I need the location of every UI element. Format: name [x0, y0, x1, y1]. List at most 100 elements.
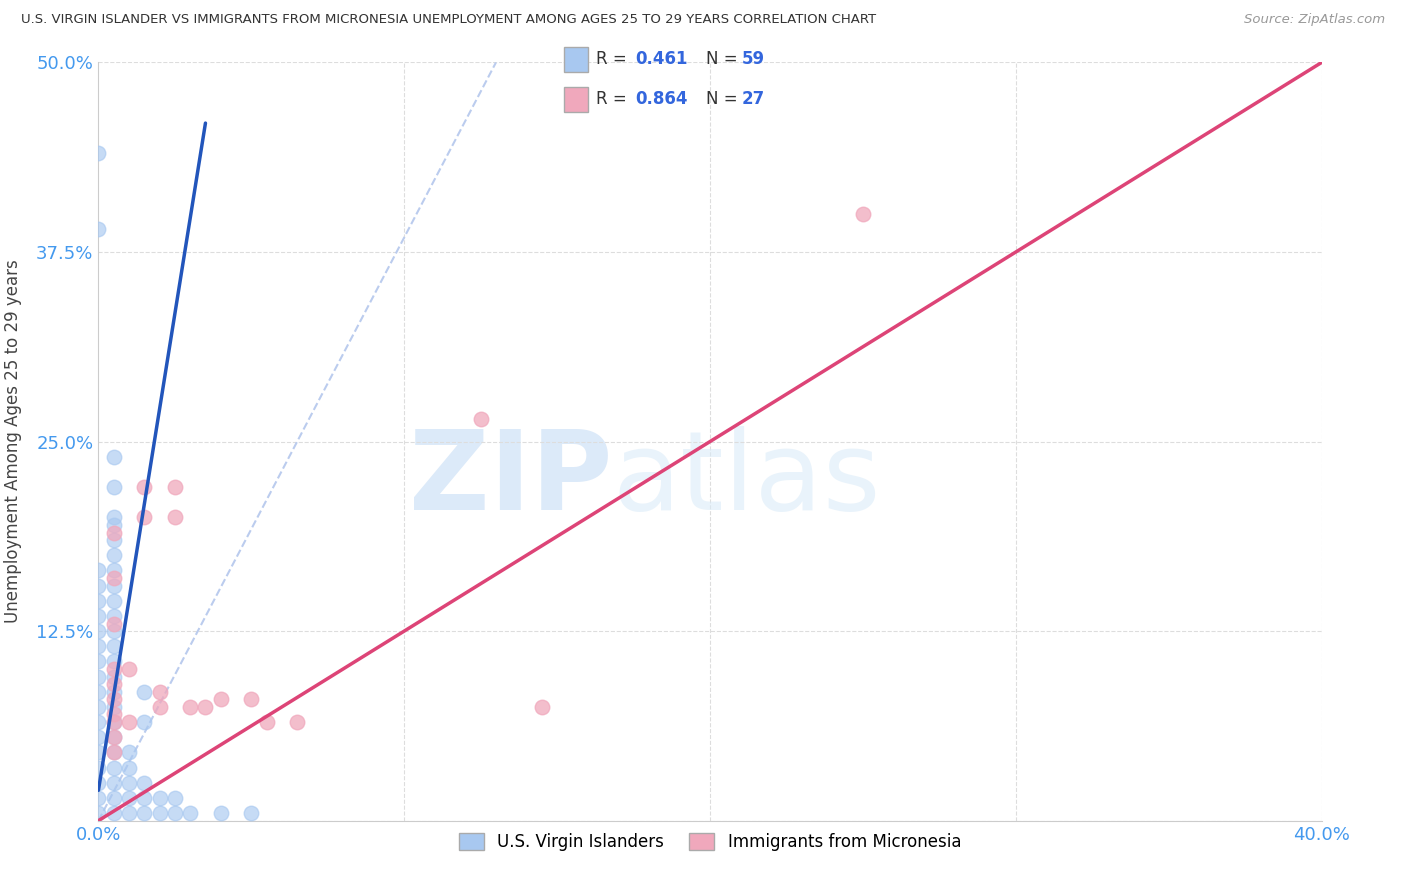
Point [103, 662, 125, 676]
Text: 27: 27 [742, 90, 765, 108]
Point [118, 776, 141, 790]
Point [87, 699, 110, 714]
Point [470, 412, 492, 426]
Point [149, 685, 172, 699]
Point [209, 806, 232, 821]
Point [87, 639, 110, 653]
Point [240, 806, 263, 821]
Point [163, 480, 186, 494]
Point [87, 760, 110, 774]
Point [118, 662, 141, 676]
Point [134, 715, 156, 730]
Point [118, 791, 141, 805]
Point [163, 806, 186, 821]
Point [103, 730, 125, 744]
Text: N =: N = [706, 90, 742, 108]
Point [149, 791, 172, 805]
Point [103, 692, 125, 706]
Point [87, 222, 110, 236]
Point [103, 608, 125, 623]
Text: ZIP: ZIP [409, 426, 612, 533]
Point [118, 760, 141, 774]
Point [149, 699, 172, 714]
Point [87, 624, 110, 639]
Point [103, 510, 125, 524]
Point [103, 525, 125, 540]
Point [87, 608, 110, 623]
Point [103, 624, 125, 639]
Point [87, 715, 110, 730]
Point [118, 746, 141, 760]
Point [103, 480, 125, 494]
Point [87, 776, 110, 790]
Point [103, 594, 125, 608]
Point [134, 480, 156, 494]
Point [87, 579, 110, 593]
Point [240, 692, 263, 706]
Point [134, 806, 156, 821]
Point [149, 806, 172, 821]
Point [103, 639, 125, 653]
Point [163, 791, 186, 805]
Point [103, 616, 125, 631]
Point [103, 677, 125, 691]
Point [103, 564, 125, 578]
Point [209, 692, 232, 706]
Point [179, 699, 201, 714]
Point [134, 791, 156, 805]
Point [87, 730, 110, 744]
Point [118, 715, 141, 730]
Point [103, 548, 125, 563]
Point [134, 510, 156, 524]
Point [103, 685, 125, 699]
Point [103, 579, 125, 593]
Point [103, 715, 125, 730]
Text: R =: R = [596, 90, 633, 108]
Point [87, 685, 110, 699]
Y-axis label: Unemployment Among Ages 25 to 29 years: Unemployment Among Ages 25 to 29 years [4, 260, 22, 624]
Point [103, 707, 125, 722]
Point [87, 669, 110, 683]
Point [87, 564, 110, 578]
Point [194, 699, 217, 714]
Point [103, 806, 125, 821]
Point [87, 594, 110, 608]
Point [87, 746, 110, 760]
Point [87, 655, 110, 669]
Point [103, 517, 125, 532]
Point [87, 146, 110, 161]
Point [103, 571, 125, 585]
Point [285, 715, 308, 730]
Bar [564, 87, 588, 112]
Point [179, 806, 201, 821]
Text: R =: R = [596, 51, 633, 69]
Point [134, 685, 156, 699]
Point [103, 776, 125, 790]
Point [103, 746, 125, 760]
Point [87, 806, 110, 821]
Text: atlas: atlas [612, 426, 880, 533]
Point [852, 207, 875, 221]
Text: 59: 59 [742, 51, 765, 69]
Legend: U.S. Virgin Islanders, Immigrants from Micronesia: U.S. Virgin Islanders, Immigrants from M… [453, 826, 967, 858]
Point [256, 715, 278, 730]
Text: 0.864: 0.864 [636, 90, 688, 108]
Point [103, 730, 125, 744]
Point [134, 776, 156, 790]
Point [118, 806, 141, 821]
Point [103, 533, 125, 548]
Point [103, 760, 125, 774]
Point [103, 746, 125, 760]
Bar [564, 46, 588, 72]
Text: N =: N = [706, 51, 742, 69]
Point [530, 699, 553, 714]
Point [103, 791, 125, 805]
Point [163, 510, 186, 524]
Text: 0.461: 0.461 [636, 51, 688, 69]
Point [103, 669, 125, 683]
Point [103, 715, 125, 730]
Text: U.S. VIRGIN ISLANDER VS IMMIGRANTS FROM MICRONESIA UNEMPLOYMENT AMONG AGES 25 TO: U.S. VIRGIN ISLANDER VS IMMIGRANTS FROM … [21, 13, 876, 27]
Text: Source: ZipAtlas.com: Source: ZipAtlas.com [1244, 13, 1385, 27]
Point [87, 791, 110, 805]
Point [103, 450, 125, 464]
